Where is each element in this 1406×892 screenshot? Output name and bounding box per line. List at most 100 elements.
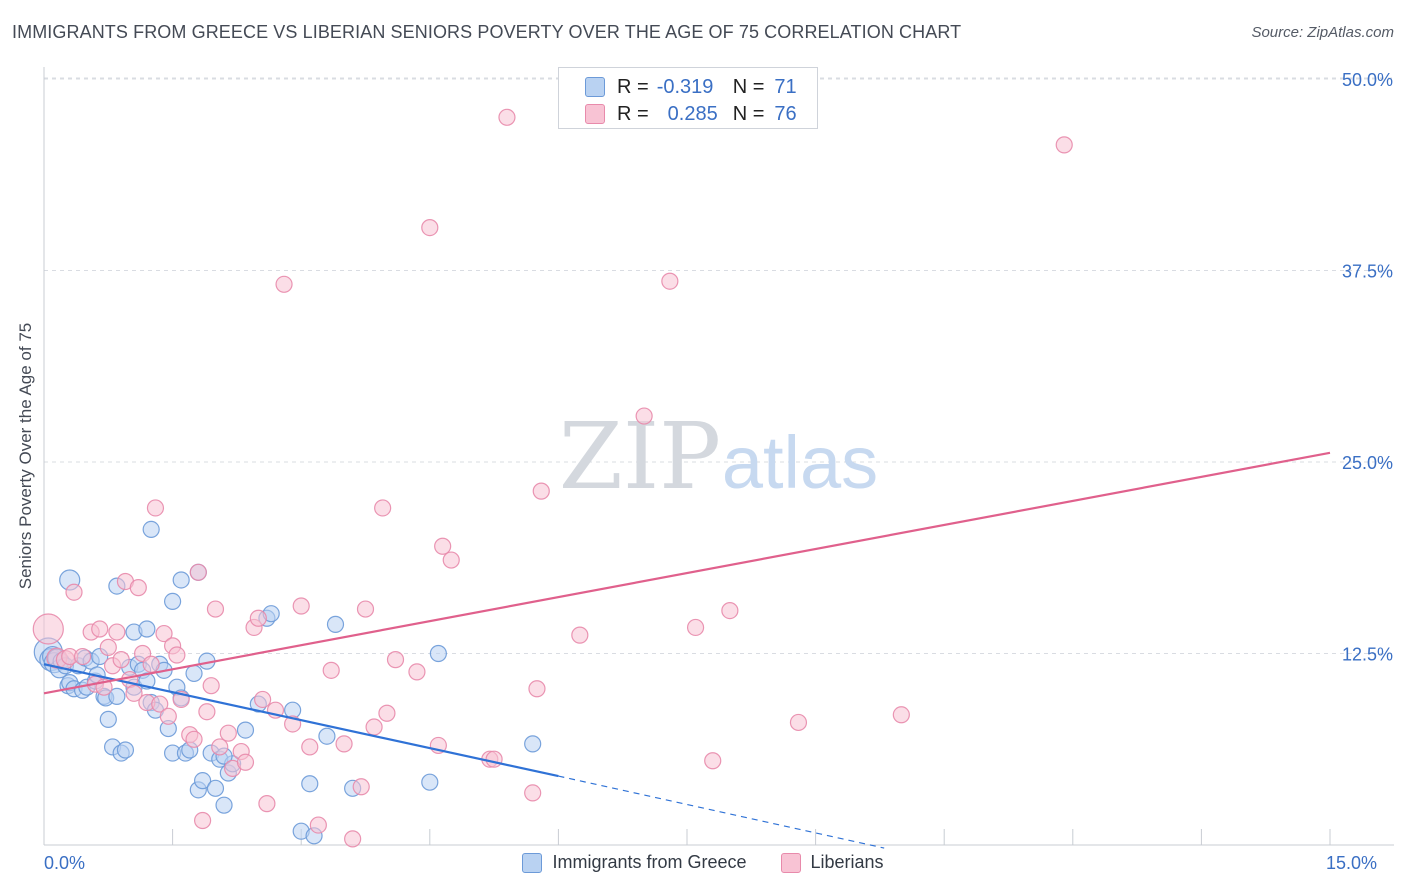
source-credit: Source: ZipAtlas.com bbox=[1251, 24, 1394, 41]
legend-item-liberians[interactable]: Liberians bbox=[780, 852, 884, 873]
chart-title: IMMIGRANTS FROM GREECE VS LIBERIAN SENIO… bbox=[12, 22, 962, 42]
trend-line-greece-extrapolated bbox=[558, 775, 885, 849]
legend-n-label: N = bbox=[732, 75, 765, 98]
point-liberians bbox=[322, 661, 340, 679]
point-liberians bbox=[704, 752, 722, 770]
axes bbox=[43, 67, 1394, 846]
point-liberians bbox=[249, 609, 267, 627]
y-tick-label: 25.0% bbox=[1342, 453, 1393, 473]
point-liberians bbox=[185, 730, 203, 748]
y-tick-label: 50.0% bbox=[1342, 70, 1393, 90]
x-tick-min: 0.0% bbox=[44, 853, 86, 873]
point-greece bbox=[194, 772, 212, 790]
point-liberians bbox=[421, 219, 439, 237]
point-greece bbox=[138, 620, 156, 638]
point-greece bbox=[142, 520, 160, 539]
point-liberians bbox=[434, 537, 452, 555]
point-liberians bbox=[168, 646, 186, 664]
stats-legend: R = -0.319 N = 71 R = 0.285 N = 76 bbox=[558, 67, 818, 129]
point-greece bbox=[215, 796, 233, 814]
point-liberians bbox=[202, 677, 220, 695]
point-liberians bbox=[374, 499, 392, 517]
point-liberians bbox=[292, 597, 310, 615]
point-liberians bbox=[789, 713, 808, 732]
point-liberians bbox=[365, 718, 383, 736]
legend-n-value: 76 bbox=[774, 102, 797, 125]
point-liberians bbox=[661, 272, 679, 290]
series-legend: Immigrants from Greece Liberians bbox=[0, 852, 1406, 873]
legend-row-liberians: R = 0.285 N = 76 bbox=[585, 102, 797, 126]
point-liberians bbox=[236, 753, 255, 771]
point-greece bbox=[164, 592, 182, 611]
point-greece bbox=[108, 687, 126, 705]
point-greece bbox=[421, 773, 439, 791]
point-liberians bbox=[309, 816, 327, 834]
point-liberians bbox=[301, 738, 319, 756]
point-liberians bbox=[146, 499, 165, 517]
legend-label-greece: Immigrants from Greece bbox=[552, 852, 747, 872]
point-liberians bbox=[189, 563, 207, 581]
point-greece bbox=[326, 615, 345, 633]
point-liberians bbox=[1055, 136, 1073, 154]
point-liberians bbox=[258, 795, 276, 813]
point-liberians bbox=[108, 623, 126, 641]
point-greece bbox=[206, 779, 225, 797]
legend-swatch-liberians bbox=[780, 852, 801, 873]
y-tick-label: 12.5% bbox=[1342, 645, 1393, 665]
point-liberians bbox=[112, 651, 130, 669]
legend-swatch-greece bbox=[522, 852, 543, 873]
point-liberians bbox=[99, 638, 117, 656]
x-tick-max: 15.0% bbox=[1326, 853, 1378, 873]
point-liberians bbox=[892, 706, 910, 724]
point-liberians bbox=[129, 579, 147, 597]
legend-label-liberians: Liberians bbox=[810, 852, 884, 872]
point-greece bbox=[172, 571, 190, 589]
point-greece bbox=[318, 727, 336, 745]
legend-r-value: -0.319 bbox=[656, 75, 714, 98]
point-liberians bbox=[344, 830, 362, 848]
point-liberians bbox=[65, 583, 83, 601]
point-liberians bbox=[498, 108, 516, 126]
legend-row-greece: R = -0.319 N = 71 bbox=[585, 75, 797, 99]
y-tick-labels: 12.5% 25.0% 37.5% 50.0% bbox=[1342, 70, 1393, 665]
legend-r-label: R = bbox=[617, 102, 649, 125]
point-liberians bbox=[528, 680, 546, 698]
point-liberians bbox=[206, 600, 225, 618]
point-liberians bbox=[142, 655, 160, 673]
point-liberians bbox=[356, 600, 375, 618]
y-axis-label: Seniors Poverty Over the Age of 75 bbox=[16, 322, 35, 590]
point-greece bbox=[236, 721, 255, 739]
point-greece bbox=[99, 710, 117, 728]
point-liberians bbox=[254, 690, 272, 709]
trend-line-greece bbox=[43, 663, 559, 778]
point-liberians bbox=[219, 724, 237, 742]
point-greece bbox=[301, 775, 319, 793]
point-liberians bbox=[335, 735, 353, 753]
point-liberians bbox=[151, 695, 169, 713]
point-liberians bbox=[352, 778, 370, 796]
trend-line-liberians bbox=[43, 451, 1331, 695]
point-liberians bbox=[378, 704, 396, 722]
point-liberians bbox=[198, 703, 216, 721]
legend-item-greece[interactable]: Immigrants from Greece bbox=[522, 852, 747, 873]
watermark: ZIP atlas bbox=[559, 403, 878, 510]
point-greece bbox=[185, 664, 203, 683]
point-liberians bbox=[721, 602, 739, 620]
data-points bbox=[32, 108, 1073, 848]
point-liberians bbox=[155, 624, 173, 643]
point-greece bbox=[524, 735, 542, 753]
legend-swatch-greece bbox=[585, 77, 605, 97]
point-liberians bbox=[275, 275, 293, 293]
watermark-atlas: atlas bbox=[722, 421, 878, 504]
point-liberians bbox=[194, 811, 212, 830]
point-liberians bbox=[386, 651, 405, 669]
point-greece bbox=[429, 644, 447, 663]
point-liberians bbox=[408, 663, 426, 681]
y-tick-label: 37.5% bbox=[1342, 262, 1393, 282]
point-liberians bbox=[686, 618, 705, 637]
point-liberians bbox=[532, 482, 550, 500]
point-liberians bbox=[571, 626, 589, 644]
point-greece bbox=[116, 741, 135, 759]
point-liberians bbox=[125, 684, 143, 702]
